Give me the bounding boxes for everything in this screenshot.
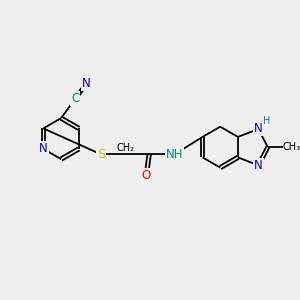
Text: NH: NH: [166, 148, 184, 161]
Text: CH₃: CH₃: [282, 142, 300, 152]
Text: H: H: [263, 116, 271, 126]
Text: N: N: [254, 122, 263, 136]
Text: S: S: [97, 148, 105, 161]
Text: N: N: [254, 159, 263, 172]
Text: N: N: [39, 142, 48, 155]
Text: N: N: [82, 77, 91, 90]
Text: CH₂: CH₂: [116, 143, 134, 153]
Text: C: C: [71, 92, 80, 105]
Text: O: O: [142, 169, 151, 182]
